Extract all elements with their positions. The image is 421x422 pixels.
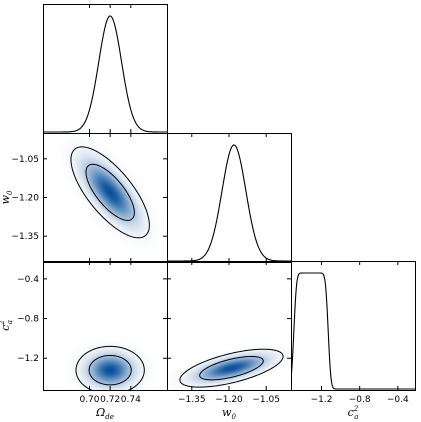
xtick-label-omega: 0.74 [121,395,141,405]
xtick-label-c2a: −1.2 [311,395,333,405]
xtick-label-w0: −1.05 [252,395,280,405]
joint-w0-c2a [167,261,291,390]
marginal-w0 [167,144,291,262]
xlabel-c2a: c2 a [348,405,359,421]
contour-95-omega-w0 [70,146,150,239]
density-w0-c2a [167,261,291,390]
marginal-curve-w0 [167,144,291,262]
contour-95-omega-c2a [75,345,145,390]
contour-68-omega-c2a [88,354,132,386]
contour-95-w0-c2a [179,348,284,388]
density-omega-c2a [43,261,167,390]
ytick-label-w0: −1.05 [11,155,39,165]
xtick-label-w0: −1.20 [215,395,243,405]
marginal-curve-omega [43,15,167,133]
panel-frame-2-2 [291,261,416,391]
xlabel-w0: w0 [222,406,236,421]
density-omega-w0 [43,133,167,262]
contour-68-omega-w0 [85,163,135,221]
ylabel-w0: w0 [0,190,14,204]
marginal-omega [43,15,167,133]
ytick-label-c2a: −0.4 [17,275,39,285]
joint-omega-w0 [43,133,167,262]
joint-omega-c2a [43,261,167,390]
ytick-label-w0: −1.20 [11,194,39,204]
ytick-label-w0: −1.35 [11,232,39,242]
ytick-label-c2a: −0.8 [17,315,39,325]
ytick-label-c2a: −1.2 [17,354,39,364]
xtick-label-c2a: −0.8 [349,395,371,405]
xtick-label-c2a: −0.4 [387,395,409,405]
xtick-label-omega: 0.72 [100,395,120,405]
xtick-label-w0: −1.35 [178,395,206,405]
xlabel-omega: Ωde [95,406,114,421]
xtick-label-omega: 0.70 [79,395,99,405]
ylabel-c2a: c2a [0,320,14,331]
marginal-curve-c2a [291,272,415,390]
contour-68-w0-c2a [199,355,264,381]
marginal-c2a [291,272,415,390]
